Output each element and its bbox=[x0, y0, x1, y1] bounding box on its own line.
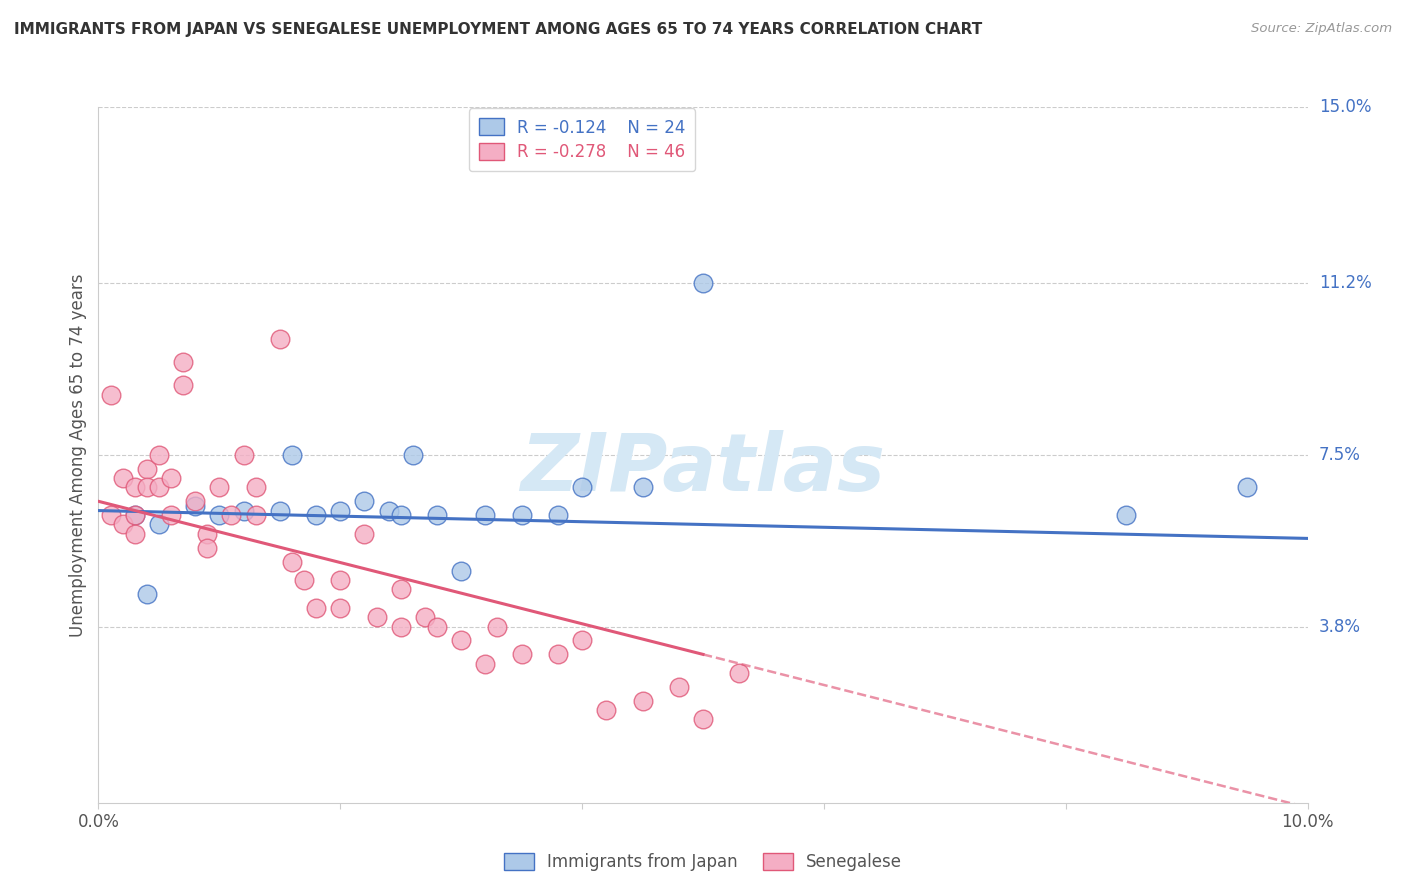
Text: IMMIGRANTS FROM JAPAN VS SENEGALESE UNEMPLOYMENT AMONG AGES 65 TO 74 YEARS CORRE: IMMIGRANTS FROM JAPAN VS SENEGALESE UNEM… bbox=[14, 22, 983, 37]
Point bbox=[402, 448, 425, 462]
Point bbox=[160, 508, 183, 523]
Point bbox=[389, 582, 412, 597]
Point bbox=[366, 610, 388, 624]
Text: 3.8%: 3.8% bbox=[1319, 617, 1361, 635]
Text: ZIPatlas: ZIPatlas bbox=[520, 430, 886, 508]
Point bbox=[124, 526, 146, 541]
Point bbox=[281, 448, 304, 462]
Point bbox=[208, 480, 231, 494]
Point bbox=[148, 448, 170, 462]
Point bbox=[292, 573, 315, 587]
Point bbox=[571, 480, 593, 494]
Point bbox=[450, 564, 472, 578]
Point bbox=[728, 665, 751, 680]
Point bbox=[232, 448, 254, 462]
Point bbox=[124, 480, 146, 494]
Point bbox=[184, 499, 207, 513]
Point bbox=[510, 648, 533, 662]
Point bbox=[389, 508, 412, 523]
Point bbox=[124, 508, 146, 523]
Point bbox=[329, 573, 352, 587]
Text: 15.0%: 15.0% bbox=[1319, 98, 1371, 116]
Point bbox=[631, 480, 654, 494]
Text: 11.2%: 11.2% bbox=[1319, 275, 1371, 293]
Point bbox=[172, 355, 194, 369]
Point bbox=[281, 555, 304, 569]
Point bbox=[208, 508, 231, 523]
Point bbox=[595, 703, 617, 717]
Point bbox=[377, 503, 399, 517]
Point bbox=[1236, 480, 1258, 494]
Point bbox=[111, 517, 134, 532]
Y-axis label: Unemployment Among Ages 65 to 74 years: Unemployment Among Ages 65 to 74 years bbox=[69, 273, 87, 637]
Point bbox=[135, 480, 157, 494]
Point bbox=[148, 480, 170, 494]
Point bbox=[100, 508, 122, 523]
Point bbox=[329, 601, 352, 615]
Point bbox=[329, 503, 352, 517]
Point bbox=[474, 657, 496, 671]
Point bbox=[692, 712, 714, 726]
Legend: R = -0.124    N = 24, R = -0.278    N = 46: R = -0.124 N = 24, R = -0.278 N = 46 bbox=[468, 109, 696, 171]
Point bbox=[547, 648, 569, 662]
Point bbox=[426, 619, 449, 633]
Point bbox=[305, 508, 328, 523]
Point bbox=[668, 680, 690, 694]
Point bbox=[195, 526, 218, 541]
Legend: Immigrants from Japan, Senegalese: Immigrants from Japan, Senegalese bbox=[495, 845, 911, 880]
Point bbox=[135, 462, 157, 476]
Point bbox=[221, 508, 243, 523]
Point bbox=[510, 508, 533, 523]
Point bbox=[389, 619, 412, 633]
Point bbox=[160, 471, 183, 485]
Point bbox=[184, 494, 207, 508]
Point bbox=[269, 332, 291, 346]
Point bbox=[692, 277, 714, 291]
Point bbox=[269, 503, 291, 517]
Text: 7.5%: 7.5% bbox=[1319, 446, 1361, 464]
Point bbox=[413, 610, 436, 624]
Point bbox=[305, 601, 328, 615]
Point bbox=[426, 508, 449, 523]
Point bbox=[353, 494, 375, 508]
Point bbox=[148, 517, 170, 532]
Point bbox=[100, 387, 122, 401]
Point bbox=[245, 480, 267, 494]
Point bbox=[1115, 508, 1137, 523]
Point bbox=[111, 471, 134, 485]
Point bbox=[547, 508, 569, 523]
Point bbox=[124, 508, 146, 523]
Point bbox=[135, 587, 157, 601]
Point bbox=[486, 619, 509, 633]
Point bbox=[353, 526, 375, 541]
Point bbox=[450, 633, 472, 648]
Text: Source: ZipAtlas.com: Source: ZipAtlas.com bbox=[1251, 22, 1392, 36]
Point bbox=[245, 508, 267, 523]
Point bbox=[232, 503, 254, 517]
Point bbox=[631, 694, 654, 708]
Point bbox=[571, 633, 593, 648]
Point bbox=[172, 378, 194, 392]
Point bbox=[195, 541, 218, 555]
Point bbox=[474, 508, 496, 523]
